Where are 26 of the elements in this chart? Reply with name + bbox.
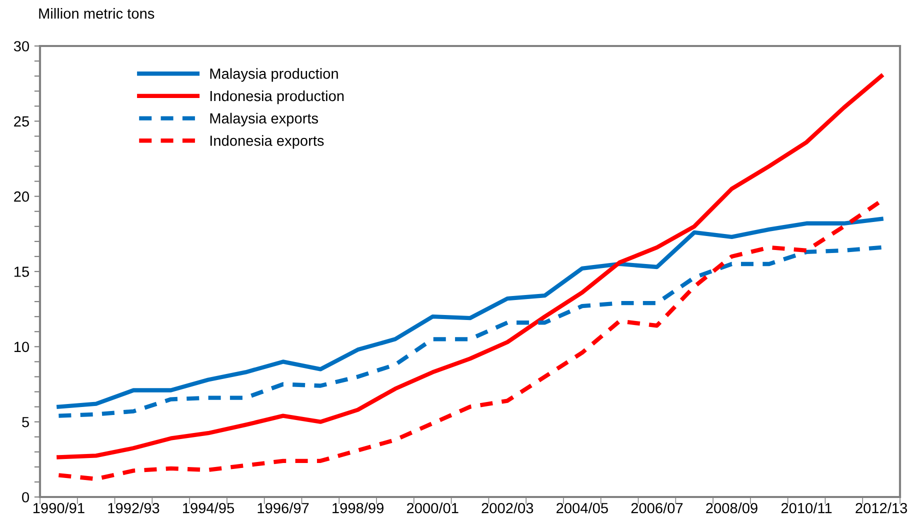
x-tick-label: 2002/03 bbox=[482, 502, 534, 514]
y-tick-label: 0 bbox=[22, 492, 30, 502]
line-series bbox=[56, 216, 884, 409]
y-tick-label: 25 bbox=[14, 116, 29, 127]
x-tick-label: 2012/13 bbox=[856, 502, 908, 514]
x-tick-label: 1994/95 bbox=[183, 502, 234, 514]
x-tick-label: 2010/11 bbox=[781, 502, 832, 514]
y-axis-title: Million metric tons bbox=[39, 8, 154, 19]
y-tick-label: 5 bbox=[22, 417, 29, 428]
x-tick-label: 1990/91 bbox=[33, 502, 84, 514]
y-tick-label: 20 bbox=[14, 191, 30, 202]
legend-label: Indonesia exports bbox=[210, 135, 324, 149]
x-tick-label: 2008/09 bbox=[706, 502, 758, 514]
x-tick-label: 2004/05 bbox=[556, 502, 608, 514]
x-tick-label: 1992/93 bbox=[108, 502, 160, 514]
y-tick-label: 15 bbox=[14, 266, 29, 277]
legend-label: Malaysia exports bbox=[210, 112, 318, 126]
line-series bbox=[56, 245, 884, 418]
legend-label: Indonesia production bbox=[210, 90, 344, 104]
y-tick-label: 10 bbox=[14, 342, 30, 352]
legend-label: Malaysia production bbox=[210, 68, 338, 82]
x-tick-label: 2000/01 bbox=[406, 502, 458, 514]
x-tick-label: 1996/97 bbox=[258, 502, 309, 514]
x-tick-label: 1998/99 bbox=[332, 502, 384, 514]
y-tick-label: 30 bbox=[14, 41, 30, 52]
x-tick-label: 2006/07 bbox=[631, 502, 683, 514]
